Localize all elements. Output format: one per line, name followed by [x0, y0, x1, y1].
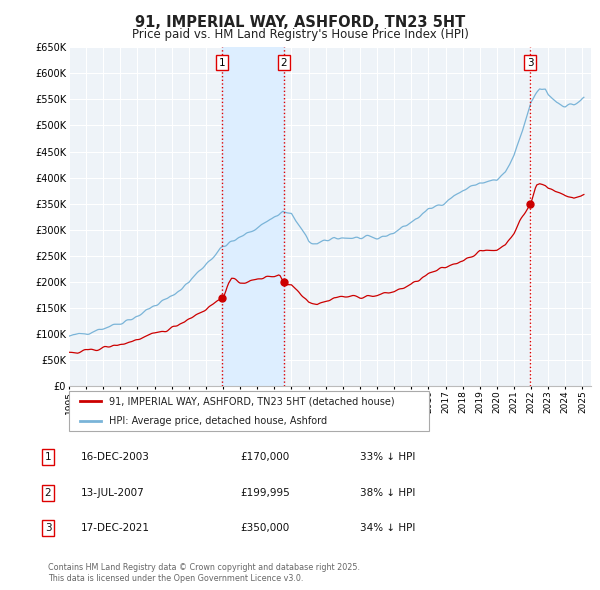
Text: 17-DEC-2021: 17-DEC-2021 [81, 523, 150, 533]
Text: 34% ↓ HPI: 34% ↓ HPI [360, 523, 415, 533]
Text: Contains HM Land Registry data © Crown copyright and database right 2025.
This d: Contains HM Land Registry data © Crown c… [48, 563, 360, 583]
Text: 13-JUL-2007: 13-JUL-2007 [81, 488, 145, 497]
Text: 3: 3 [44, 523, 52, 533]
Text: 1: 1 [219, 58, 226, 68]
Text: HPI: Average price, detached house, Ashford: HPI: Average price, detached house, Ashf… [109, 416, 327, 425]
Text: £350,000: £350,000 [240, 523, 289, 533]
Text: 1: 1 [44, 453, 52, 462]
Text: £199,995: £199,995 [240, 488, 290, 497]
Text: 33% ↓ HPI: 33% ↓ HPI [360, 453, 415, 462]
Text: £170,000: £170,000 [240, 453, 289, 462]
Text: 3: 3 [527, 58, 533, 68]
Text: 2: 2 [280, 58, 287, 68]
Text: 91, IMPERIAL WAY, ASHFORD, TN23 5HT (detached house): 91, IMPERIAL WAY, ASHFORD, TN23 5HT (det… [109, 396, 394, 407]
Text: 16-DEC-2003: 16-DEC-2003 [81, 453, 150, 462]
Text: Price paid vs. HM Land Registry's House Price Index (HPI): Price paid vs. HM Land Registry's House … [131, 28, 469, 41]
Bar [223, 47, 284, 386]
FancyBboxPatch shape [69, 391, 429, 431]
Text: 38% ↓ HPI: 38% ↓ HPI [360, 488, 415, 497]
Text: 91, IMPERIAL WAY, ASHFORD, TN23 5HT: 91, IMPERIAL WAY, ASHFORD, TN23 5HT [135, 15, 465, 30]
Text: 2: 2 [44, 488, 52, 497]
